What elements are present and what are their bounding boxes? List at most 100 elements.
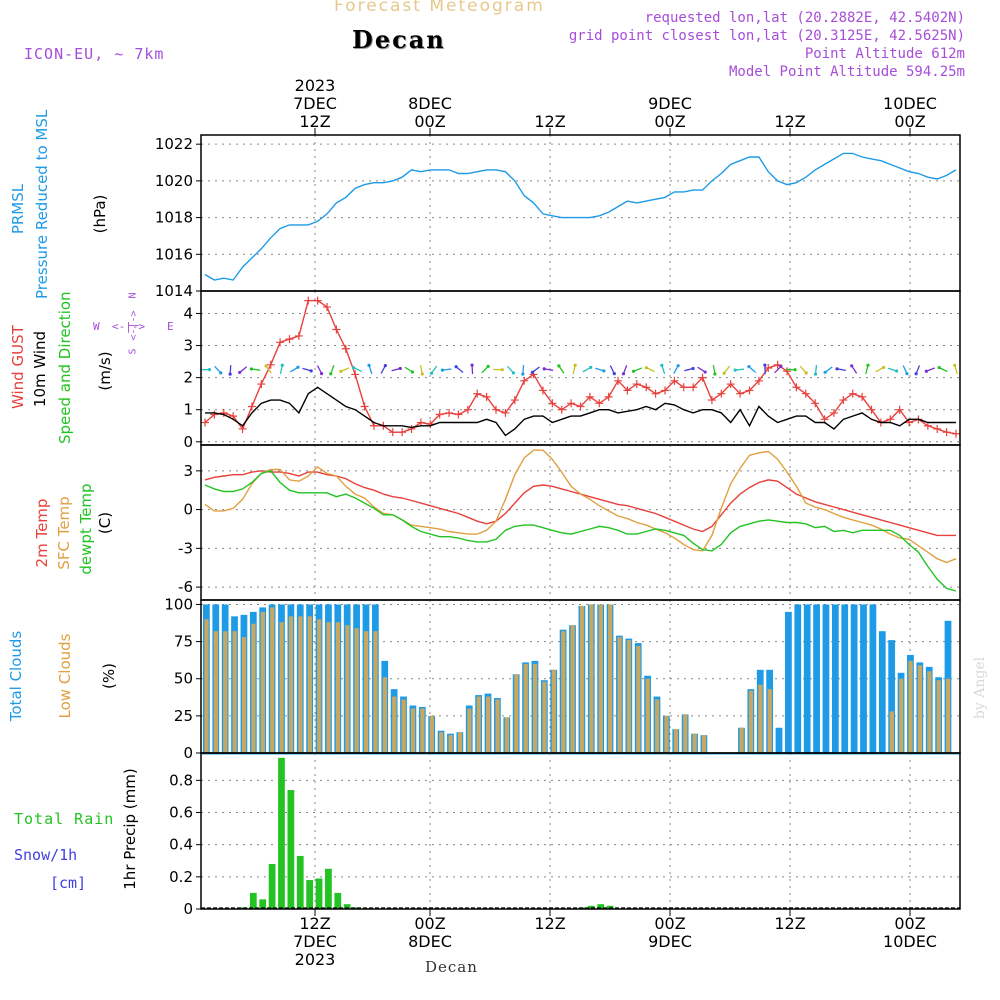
y-tick-label: 1022 bbox=[155, 135, 193, 153]
total-cloud-bar bbox=[785, 611, 792, 753]
rain-bar bbox=[343, 904, 351, 909]
low-cloud-bar bbox=[645, 678, 650, 753]
low-cloud-bar bbox=[307, 616, 312, 753]
grid-point-coords: grid point closest lon,lat (20.3125E, 42… bbox=[568, 28, 965, 44]
precip-axis-label: 1hr Precip (mm) bbox=[121, 768, 139, 890]
gust-marker bbox=[783, 367, 792, 376]
low-cloud-bar bbox=[946, 678, 951, 753]
gust-marker bbox=[717, 389, 726, 398]
top-axis-hour: 00Z bbox=[894, 112, 926, 131]
rain-bar bbox=[296, 855, 304, 909]
low-cloud-bar bbox=[917, 665, 923, 753]
gust-marker bbox=[510, 396, 519, 405]
total-cloud-bar bbox=[803, 604, 811, 753]
model-name: ICON-EU, ~ 7km bbox=[24, 45, 165, 63]
wind-10m-label: 10m Wind bbox=[31, 330, 49, 408]
low-cloud-bar bbox=[232, 631, 237, 753]
low-clouds-label: Low Clouds bbox=[56, 633, 74, 719]
gust-marker bbox=[698, 373, 707, 382]
gust-marker bbox=[482, 392, 491, 401]
precip-panel: 0 0.2 0.4 0.6 0.8 bbox=[169, 752, 961, 918]
low-cloud-bar bbox=[345, 625, 350, 753]
y-tick-label: 2 bbox=[183, 369, 193, 387]
wind-unit: (m/s) bbox=[96, 351, 114, 391]
bottom-axis-hour: 12Z bbox=[299, 914, 331, 933]
wind-arrow-head bbox=[410, 370, 415, 374]
wind-arrow-head bbox=[835, 367, 839, 371]
low-cloud-bar bbox=[495, 699, 500, 753]
sfc-temp-line bbox=[204, 449, 957, 564]
wind-arrow-head bbox=[309, 369, 313, 373]
low-cloud-bar bbox=[298, 616, 303, 753]
total-cloud-bar bbox=[813, 604, 820, 753]
low-cloud-bar bbox=[514, 674, 519, 753]
wind-arrow-head bbox=[660, 363, 664, 367]
y-tick-label: 25 bbox=[174, 707, 193, 725]
gust-marker bbox=[548, 399, 557, 408]
rain-bar bbox=[587, 905, 595, 909]
wind-arrow-head bbox=[238, 370, 242, 375]
gust-marker bbox=[754, 376, 763, 385]
wind-arrow-head bbox=[383, 364, 387, 368]
wind-arrow-head bbox=[339, 369, 343, 373]
total-cloud-bar bbox=[822, 604, 830, 753]
rain-bar bbox=[325, 868, 332, 909]
chart-title: Forecast Meteogram bbox=[334, 0, 545, 16]
wind-arrow-head bbox=[320, 372, 324, 376]
rain-bar bbox=[606, 905, 614, 909]
low-cloud-bar bbox=[570, 625, 575, 753]
wind-arrow-head bbox=[249, 367, 254, 371]
y-tick-label: 0 bbox=[183, 744, 193, 762]
gust-marker bbox=[736, 389, 745, 398]
y-tick-label: 0 bbox=[183, 900, 193, 918]
compass-we-arrow: <-|-> bbox=[112, 320, 146, 333]
gust-marker bbox=[707, 396, 716, 405]
low-cloud-bar bbox=[223, 631, 228, 753]
low-cloud-bar bbox=[626, 640, 632, 753]
low-cloud-bar bbox=[617, 637, 622, 753]
wind-arrow-head bbox=[644, 366, 649, 370]
wind-arrow-head bbox=[804, 371, 808, 375]
wind-arrow-head bbox=[850, 364, 854, 368]
gust-marker bbox=[952, 429, 960, 438]
cloud-panel: 0 25 50 75 100 bbox=[164, 595, 961, 762]
gust-marker bbox=[219, 408, 228, 417]
low-cloud-bar bbox=[410, 708, 416, 753]
rain-bar bbox=[597, 904, 605, 909]
low-cloud-bar bbox=[448, 735, 453, 753]
wind-arrow-head bbox=[621, 372, 626, 376]
gust-marker bbox=[388, 428, 397, 437]
low-cloud-bar bbox=[523, 663, 528, 753]
rain-bar bbox=[287, 789, 295, 909]
bottom-axis-date: 9DEC bbox=[648, 932, 692, 951]
low-cloud-bar bbox=[598, 604, 603, 753]
gust-marker bbox=[473, 389, 482, 398]
low-cloud-bar bbox=[317, 619, 322, 753]
wind-arrow-head bbox=[703, 370, 707, 374]
top-axis-date: 10DEC bbox=[883, 94, 937, 113]
total-cloud-bar bbox=[850, 604, 858, 753]
bottom-axis-hour: 12Z bbox=[774, 914, 806, 933]
wind-arrow-head bbox=[733, 368, 737, 372]
gust-marker bbox=[670, 376, 679, 385]
wind-arrow-head bbox=[420, 372, 424, 376]
wind-arrow-head bbox=[779, 364, 783, 369]
gust-marker bbox=[201, 418, 209, 427]
gust-marker bbox=[398, 428, 407, 437]
y-tick-label: 0 bbox=[183, 433, 193, 451]
low-cloud-bar bbox=[467, 708, 472, 753]
temp-dewpt-label: dewpt Temp bbox=[77, 483, 95, 575]
wind-arrow-head bbox=[866, 363, 870, 367]
gust-marker bbox=[435, 410, 444, 419]
temp-unit: (C) bbox=[96, 511, 114, 535]
wind-arrow-head bbox=[793, 368, 797, 372]
total-cloud-bar bbox=[775, 727, 783, 753]
wind-arrow-head bbox=[219, 371, 223, 375]
bottom-axis-hour: 00Z bbox=[654, 914, 686, 933]
prmsl-label: PRMSL bbox=[9, 183, 27, 235]
gust-marker bbox=[679, 383, 688, 392]
temp-sfc-label: SFC Temp bbox=[55, 496, 73, 570]
bottom-axis-hour: 12Z bbox=[534, 914, 566, 933]
watermark: by Angel bbox=[972, 656, 988, 720]
wind-arrow-head bbox=[573, 363, 577, 367]
